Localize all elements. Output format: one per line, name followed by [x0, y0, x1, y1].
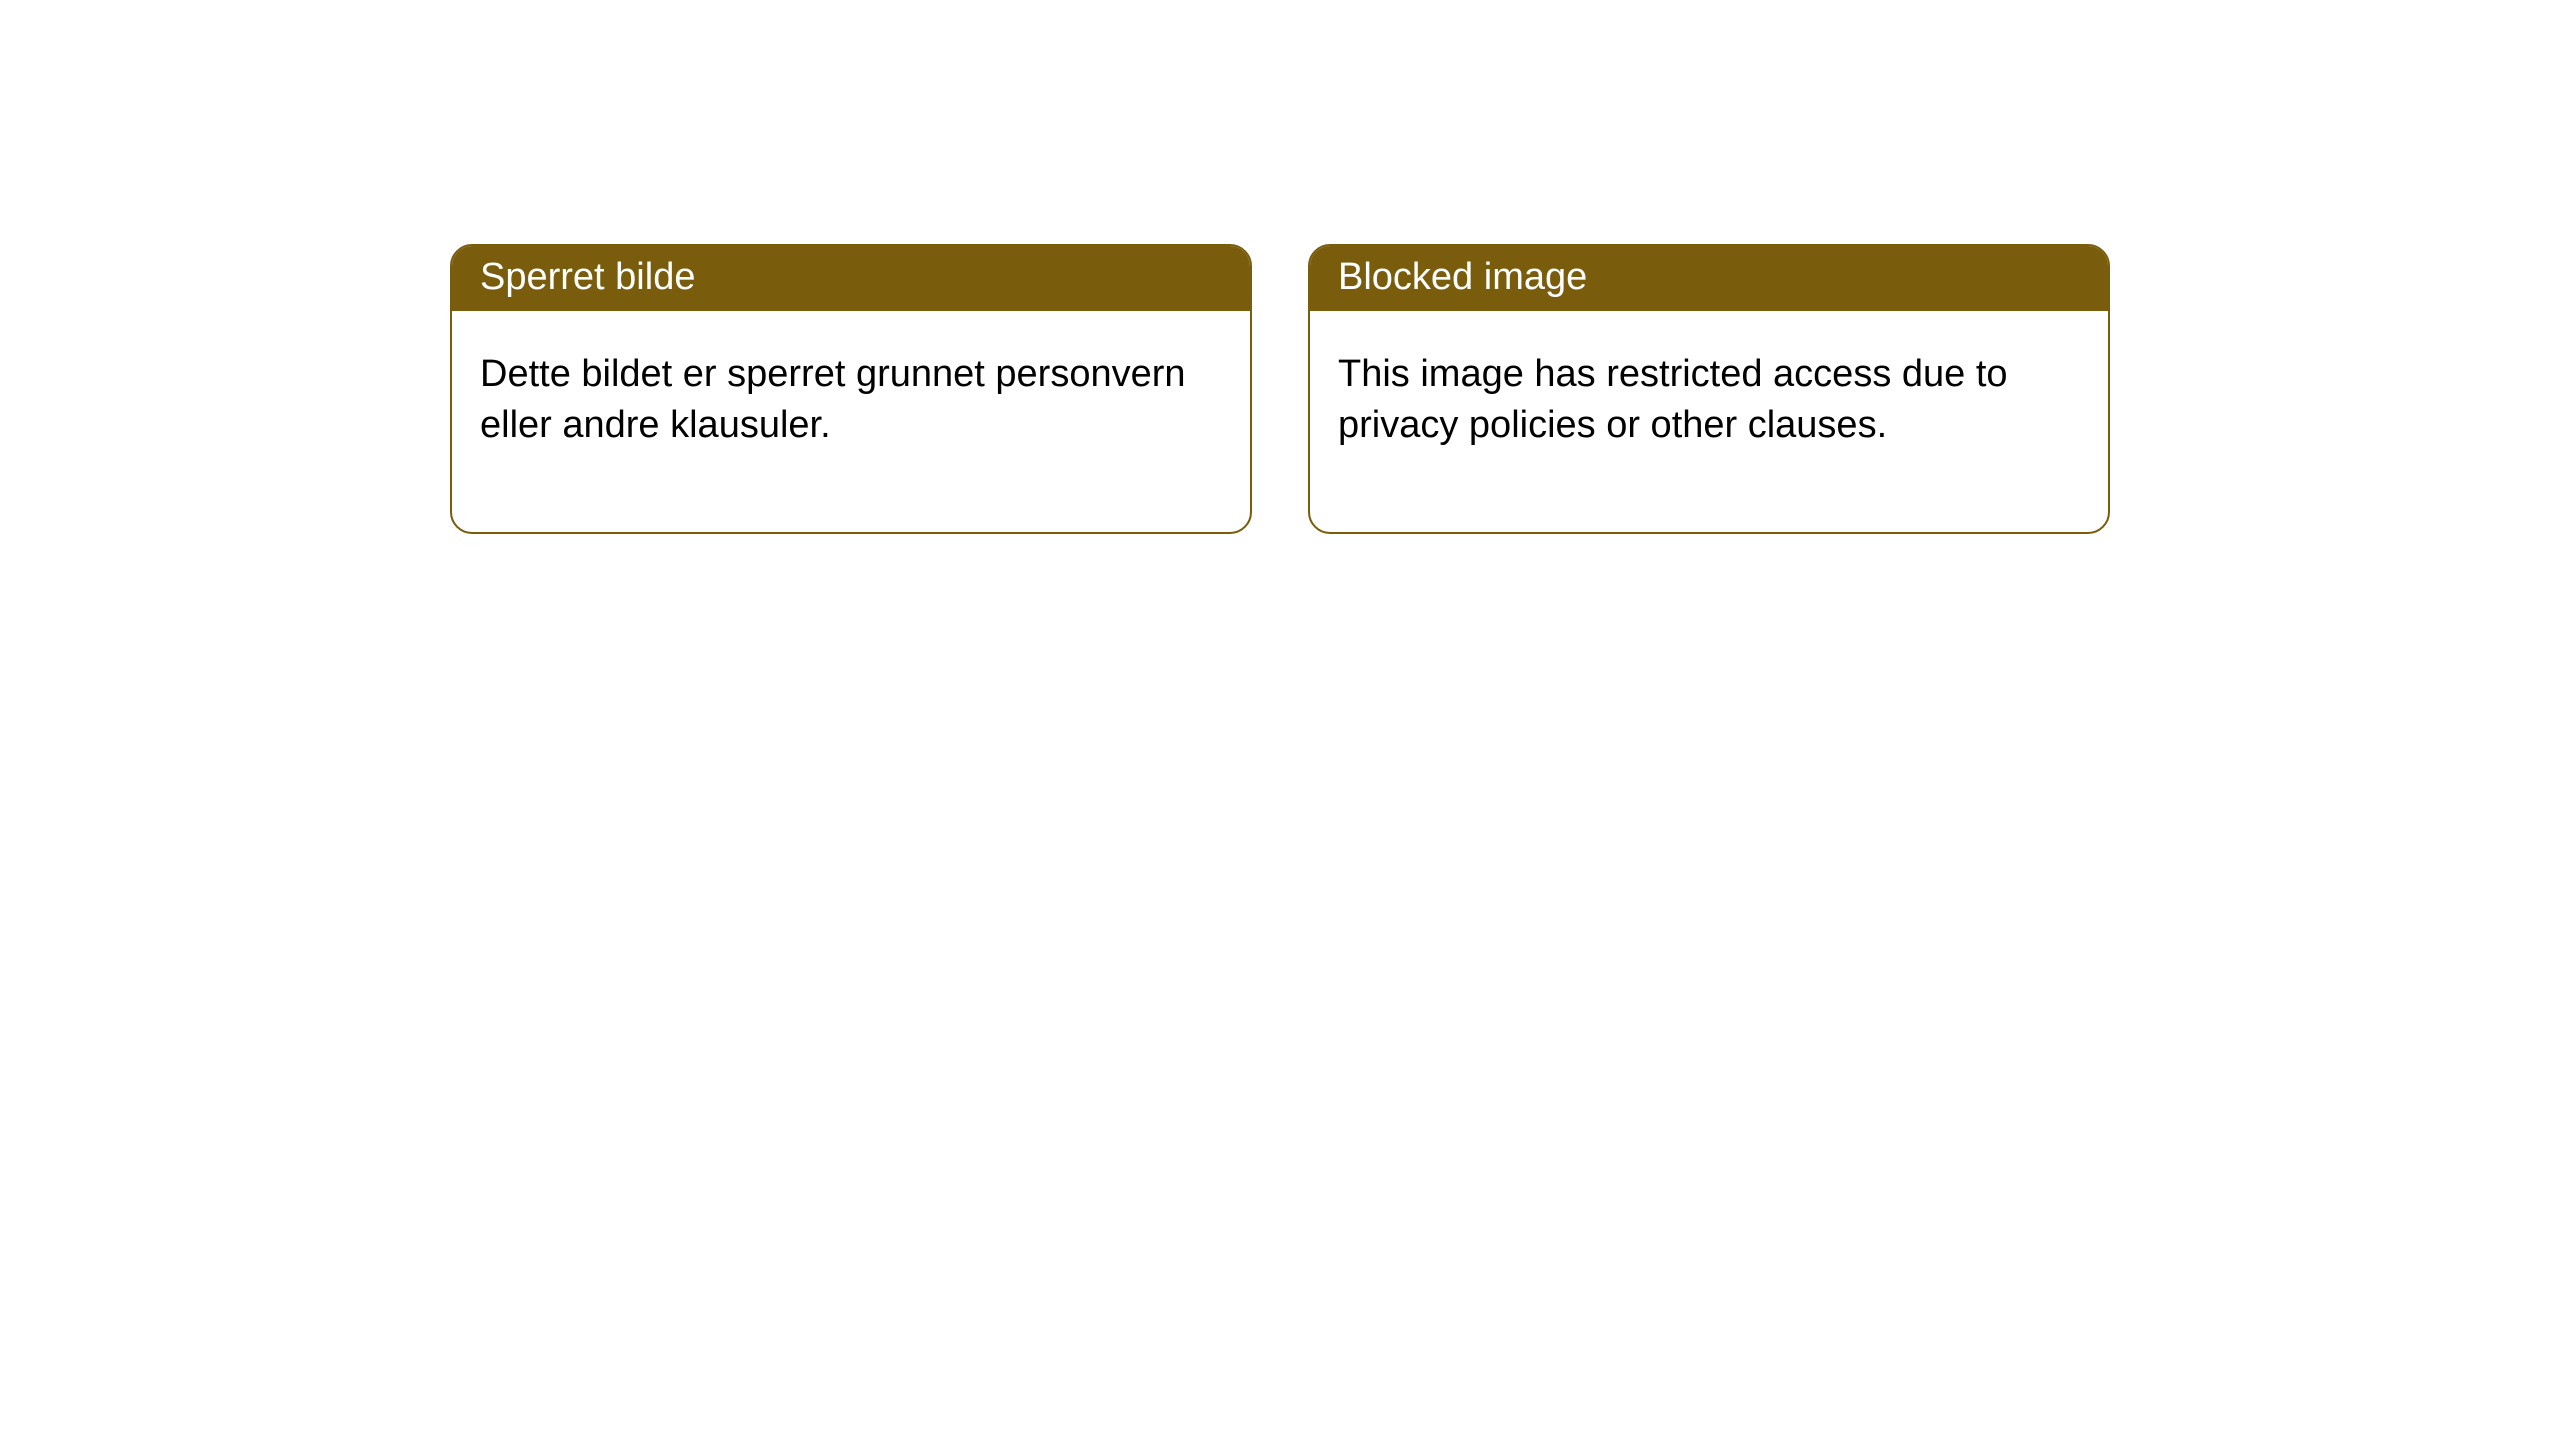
notice-header-english: Blocked image [1310, 246, 2108, 311]
notice-header-norwegian: Sperret bilde [452, 246, 1250, 311]
notice-body-english: This image has restricted access due to … [1310, 311, 2108, 532]
notice-container: Sperret bilde Dette bildet er sperret gr… [0, 0, 2560, 534]
notice-card-norwegian: Sperret bilde Dette bildet er sperret gr… [450, 244, 1252, 534]
notice-card-english: Blocked image This image has restricted … [1308, 244, 2110, 534]
notice-body-norwegian: Dette bildet er sperret grunnet personve… [452, 311, 1250, 532]
